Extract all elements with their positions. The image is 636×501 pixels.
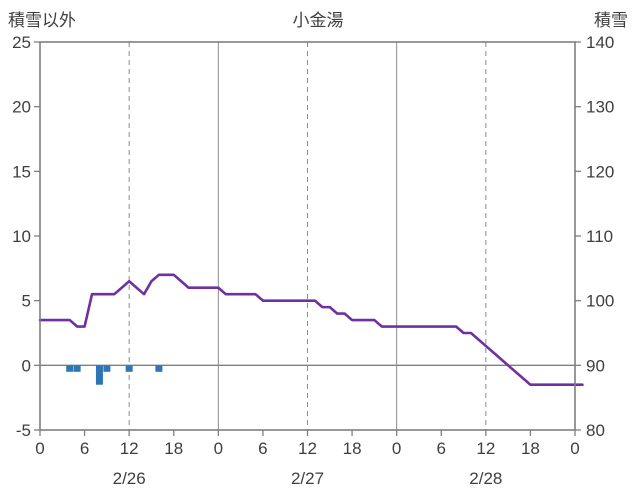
svg-text:120: 120 [586, 162, 614, 181]
svg-text:100: 100 [586, 292, 614, 311]
svg-text:10: 10 [12, 227, 31, 246]
svg-text:15: 15 [12, 162, 31, 181]
svg-text:12: 12 [476, 439, 495, 458]
svg-text:2/26: 2/26 [113, 469, 146, 488]
svg-text:20: 20 [12, 98, 31, 117]
svg-text:2/28: 2/28 [469, 469, 502, 488]
svg-text:6: 6 [437, 439, 446, 458]
svg-text:6: 6 [80, 439, 89, 458]
svg-text:18: 18 [521, 439, 540, 458]
left-axis-title: 積雪以外 [8, 11, 76, 30]
svg-text:2/27: 2/27 [291, 469, 324, 488]
svg-text:90: 90 [586, 356, 605, 375]
svg-text:0: 0 [392, 439, 401, 458]
svg-text:5: 5 [22, 292, 31, 311]
svg-text:0: 0 [214, 439, 223, 458]
svg-text:18: 18 [164, 439, 183, 458]
svg-text:80: 80 [586, 421, 605, 440]
svg-text:18: 18 [343, 439, 362, 458]
svg-text:0: 0 [22, 356, 31, 375]
svg-text:12: 12 [120, 439, 139, 458]
svg-text:12: 12 [298, 439, 317, 458]
chart-title: 小金湯 [292, 11, 344, 30]
svg-text:25: 25 [12, 33, 31, 52]
svg-text:-5: -5 [16, 421, 31, 440]
svg-text:110: 110 [586, 227, 613, 246]
svg-text:140: 140 [586, 33, 614, 52]
svg-text:0: 0 [35, 439, 44, 458]
svg-text:130: 130 [586, 98, 614, 117]
svg-text:6: 6 [258, 439, 267, 458]
right-axis-title: 積雪 [594, 11, 628, 30]
svg-text:0: 0 [570, 439, 579, 458]
